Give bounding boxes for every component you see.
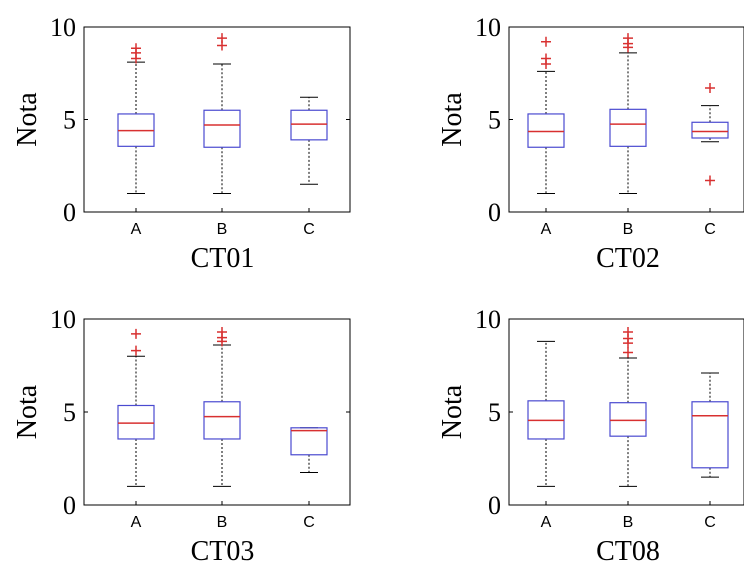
y-tick-label: 10 bbox=[50, 13, 76, 42]
axes-frame bbox=[508, 26, 744, 213]
x-tick-label: B bbox=[217, 514, 228, 531]
axes-frame bbox=[83, 318, 351, 506]
box-iqr bbox=[203, 109, 241, 148]
outlier-marker bbox=[217, 33, 227, 44]
y-tick-label: 5 bbox=[63, 106, 76, 135]
x-tick-label: C bbox=[704, 221, 716, 238]
outlier-marker bbox=[131, 345, 141, 356]
y-tick-label: 5 bbox=[63, 398, 76, 427]
box-iqr bbox=[290, 427, 328, 456]
x-tick-label: A bbox=[131, 514, 142, 531]
x-tick-label: C bbox=[303, 514, 315, 531]
outlier-marker bbox=[623, 33, 633, 44]
y-tick-label: 10 bbox=[475, 13, 501, 42]
x-tick-label: A bbox=[541, 221, 552, 238]
y-tick-label: 10 bbox=[475, 305, 501, 334]
box-iqr bbox=[527, 113, 565, 148]
y-tick-label: 5 bbox=[488, 106, 501, 135]
x-axis-label: CT03 bbox=[191, 536, 255, 567]
x-tick-label: B bbox=[217, 221, 228, 238]
y-axis-label: Nota bbox=[437, 384, 468, 439]
outlier-marker bbox=[623, 327, 633, 338]
x-tick-label: B bbox=[623, 221, 634, 238]
x-axis-label: CT08 bbox=[596, 536, 660, 567]
y-axis-label: Nota bbox=[437, 92, 468, 147]
x-tick-label: C bbox=[704, 514, 716, 531]
box-iqr bbox=[691, 401, 729, 469]
box-iqr bbox=[290, 109, 328, 141]
x-tick-label: A bbox=[131, 221, 142, 238]
box-iqr bbox=[609, 108, 647, 147]
y-axis-label: Nota bbox=[12, 384, 43, 439]
outlier-marker bbox=[217, 327, 227, 338]
y-tick-label: 5 bbox=[488, 398, 501, 427]
outlier-marker bbox=[541, 36, 551, 47]
x-tick-label: C bbox=[303, 221, 315, 238]
y-tick-label: 0 bbox=[488, 198, 501, 227]
outlier-marker bbox=[541, 53, 551, 64]
box-iqr bbox=[691, 121, 729, 139]
y-tick-label: 0 bbox=[488, 491, 501, 520]
outlier-marker bbox=[623, 347, 633, 358]
outlier-marker bbox=[705, 175, 715, 186]
box-iqr bbox=[609, 402, 647, 437]
outlier-marker bbox=[131, 43, 141, 54]
y-tick-label: 10 bbox=[50, 305, 76, 334]
y-tick-label: 0 bbox=[63, 198, 76, 227]
outlier-marker bbox=[131, 328, 141, 339]
box-iqr bbox=[117, 404, 155, 440]
x-axis-label: CT02 bbox=[596, 243, 660, 274]
y-axis-label: Nota bbox=[12, 92, 43, 147]
y-tick-label: 0 bbox=[63, 491, 76, 520]
box-iqr bbox=[203, 401, 241, 440]
x-axis-label: CT01 bbox=[191, 243, 255, 274]
x-tick-label: A bbox=[541, 514, 552, 531]
outlier-marker bbox=[705, 83, 715, 94]
x-tick-label: B bbox=[623, 514, 634, 531]
